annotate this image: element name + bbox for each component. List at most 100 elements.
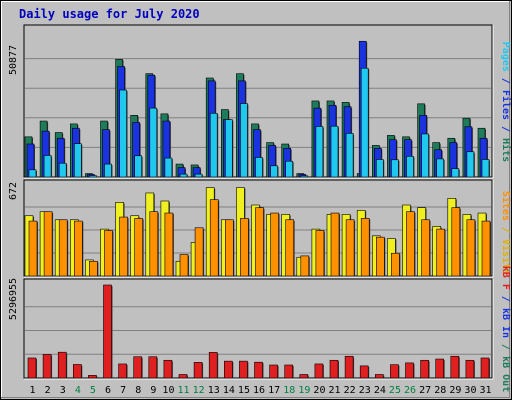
bar-kb-f-day-8 (134, 357, 142, 378)
bar-pages-day-27 (422, 134, 429, 177)
x-tick-label: 14 (223, 385, 235, 396)
bar-pages-day-13 (210, 113, 217, 177)
bar-sites-day-26 (407, 212, 415, 276)
bar-sites-day-23 (361, 218, 369, 276)
bar-sites-day-16 (256, 208, 264, 276)
legend-part: kB In (500, 308, 511, 338)
bar-sites-day-2 (44, 212, 52, 276)
bar-kb-f-day-27 (421, 360, 429, 378)
bar-sites-day-30 (467, 220, 475, 276)
bar-sites-day-27 (422, 220, 430, 276)
legend-part: kB F (500, 266, 511, 290)
bar-sites-day-10 (165, 213, 173, 276)
kbytes-max-label: 5296955 (8, 278, 19, 320)
bar-kb-f-day-10 (164, 360, 172, 378)
x-tick-label: 27 (419, 385, 431, 396)
x-tick-label: 8 (135, 385, 141, 396)
bar-kb-f-day-22 (345, 356, 353, 378)
bar-kb-f-day-16 (255, 362, 263, 378)
bar-sites-day-15 (240, 218, 248, 276)
bar-sites-day-19 (301, 256, 309, 276)
bar-pages-day-17 (271, 166, 278, 177)
x-tick-label: 12 (193, 385, 205, 396)
bar-pages-day-23 (361, 68, 368, 177)
bar-pages-day-29 (452, 169, 459, 177)
bar-sites-day-9 (150, 212, 158, 276)
bar-pages-day-10 (165, 158, 172, 177)
bar-pages-day-2 (44, 155, 51, 177)
bar-kb-f-day-14 (224, 361, 232, 378)
visits-max-label: 672 (8, 182, 19, 200)
x-tick-label: 26 (404, 385, 416, 396)
bar-kb-f-day-17 (270, 365, 278, 378)
x-tick-label: 11 (178, 385, 190, 396)
bar-kb-f-day-31 (481, 358, 489, 378)
bar-kb-f-day-18 (285, 365, 293, 378)
bar-sites-day-21 (331, 213, 339, 276)
bar-pages-day-18 (286, 161, 293, 177)
x-tick-label: 18 (283, 385, 295, 396)
bar-sites-day-7 (120, 217, 128, 276)
bar-sites-day-1 (29, 221, 37, 276)
bar-sites-day-28 (437, 229, 445, 276)
x-tick-label: 25 (389, 385, 401, 396)
bar-sites-day-31 (482, 221, 490, 276)
x-tick-label: 23 (359, 385, 371, 396)
bar-sites-day-25 (391, 253, 399, 276)
bar-kb-f-day-20 (315, 364, 323, 378)
legend-part: Sites (500, 191, 512, 221)
bar-pages-day-16 (256, 157, 263, 177)
bar-kb-f-day-1 (28, 358, 36, 378)
bar-sites-day-3 (59, 220, 67, 276)
x-tick-label: 31 (480, 385, 492, 396)
bar-pages-day-22 (346, 133, 353, 177)
bar-sites-day-4 (74, 221, 82, 276)
bar-pages-day-9 (150, 108, 157, 177)
bar-sites-day-11 (180, 255, 188, 276)
bar-pages-day-25 (391, 160, 398, 177)
legend-part: Pages (500, 42, 511, 72)
bar-pages-day-14 (225, 120, 232, 177)
bar-kb-f-day-11 (179, 374, 187, 378)
bar-pages-day-20 (316, 126, 323, 177)
x-tick-label: 3 (60, 385, 66, 396)
chart-title: Daily usage for July 2020 (19, 7, 200, 21)
x-tick-label: 28 (434, 385, 446, 396)
bar-pages-day-1 (29, 170, 36, 177)
x-tick-label: 13 (208, 385, 220, 396)
bar-kb-f-day-30 (466, 360, 474, 378)
bar-pages-day-5 (89, 176, 96, 177)
x-tick-label: 17 (268, 385, 280, 396)
x-tick-label: 5 (90, 385, 96, 396)
legend-part: / (500, 290, 511, 308)
legend-part: Hits (500, 138, 512, 162)
legend-part: / (500, 72, 511, 90)
bar-pages-day-11 (180, 174, 187, 177)
x-tick-label: 22 (344, 385, 356, 396)
x-tick-label: 29 (449, 385, 461, 396)
bar-kb-f-day-2 (43, 354, 51, 378)
x-tick-label: 30 (464, 385, 476, 396)
bar-sites-day-22 (346, 220, 354, 276)
bar-pages-day-19 (301, 176, 308, 177)
bar-kb-f-day-6 (104, 285, 112, 378)
x-tick-label: 9 (150, 385, 156, 396)
x-tick-label: 7 (120, 385, 126, 396)
x-tick-label: 24 (374, 385, 386, 396)
bar-pages-day-30 (467, 152, 474, 177)
x-tick-label: 19 (298, 385, 310, 396)
bar-kb-f-day-28 (436, 359, 444, 378)
bar-sites-day-17 (271, 213, 279, 276)
legend-part: / (500, 120, 511, 138)
bar-kb-f-day-25 (390, 365, 398, 378)
x-tick-label: 1 (30, 385, 36, 396)
hits-legend-label: Pages / Files / Hits (500, 42, 512, 162)
bar-sites-day-13 (210, 200, 218, 276)
bar-kb-f-day-13 (209, 352, 217, 378)
bar-kb-f-day-9 (149, 357, 157, 378)
bar-pages-day-15 (240, 104, 247, 177)
legend-part: / (500, 338, 511, 356)
bar-kb-f-day-5 (88, 375, 96, 378)
